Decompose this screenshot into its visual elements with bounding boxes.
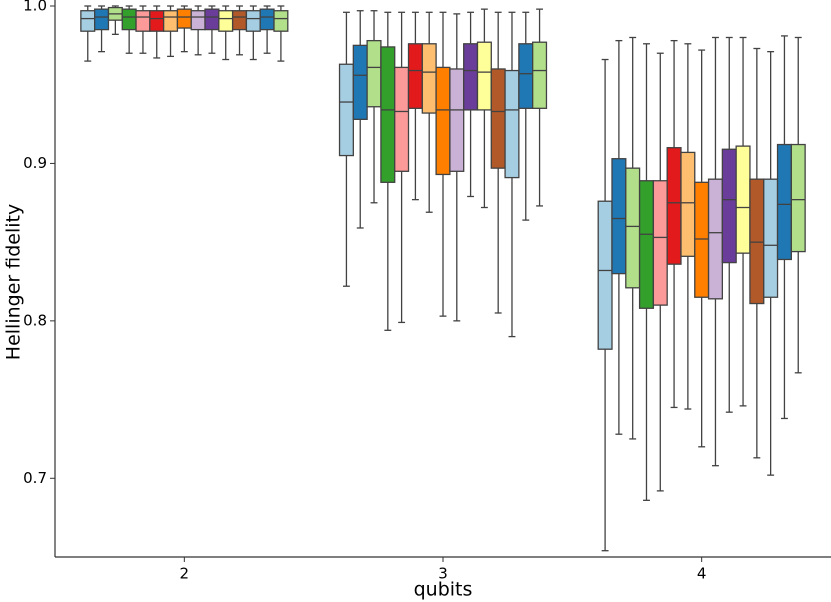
box	[162, 10, 179, 32]
box	[380, 46, 396, 183]
box	[652, 180, 668, 306]
box	[707, 178, 724, 300]
box	[259, 8, 275, 31]
box	[176, 8, 192, 29]
y-tick-label: 0.8	[23, 311, 47, 329]
box	[735, 145, 751, 254]
box	[80, 10, 96, 32]
box	[407, 43, 423, 109]
box	[435, 66, 451, 176]
box	[763, 178, 779, 298]
box	[532, 41, 548, 109]
box	[463, 43, 479, 111]
box	[245, 10, 261, 32]
box	[135, 10, 151, 32]
box	[273, 10, 289, 32]
box	[694, 181, 710, 298]
box	[504, 69, 520, 179]
y-axis-label: Hellinger fidelity	[3, 204, 25, 360]
box	[338, 63, 354, 157]
box	[790, 143, 806, 253]
box	[490, 68, 506, 169]
box	[190, 10, 206, 31]
box	[149, 10, 165, 32]
box	[597, 200, 613, 350]
y-tick-label: 1.0	[23, 0, 47, 15]
box	[625, 167, 641, 289]
box	[421, 43, 437, 114]
x-tick-label: 2	[180, 565, 190, 583]
box	[776, 143, 792, 261]
box	[121, 8, 137, 31]
x-axis-label: qubits	[414, 579, 473, 601]
box	[666, 147, 682, 265]
y-tick-label: 0.9	[23, 154, 47, 172]
box	[749, 178, 765, 305]
y-tick-label: 0.7	[23, 469, 47, 487]
box	[638, 180, 655, 309]
box	[721, 148, 737, 264]
box	[449, 68, 465, 172]
box	[611, 158, 627, 275]
box	[231, 10, 248, 31]
box	[204, 8, 220, 31]
box	[366, 39, 382, 108]
box	[394, 66, 410, 172]
x-tick-label: 4	[697, 565, 707, 583]
box	[218, 10, 234, 32]
box	[518, 43, 534, 109]
box	[680, 151, 696, 257]
x-tick-label: 3	[438, 565, 448, 583]
box	[94, 8, 110, 31]
box	[476, 41, 492, 111]
box	[352, 44, 368, 120]
